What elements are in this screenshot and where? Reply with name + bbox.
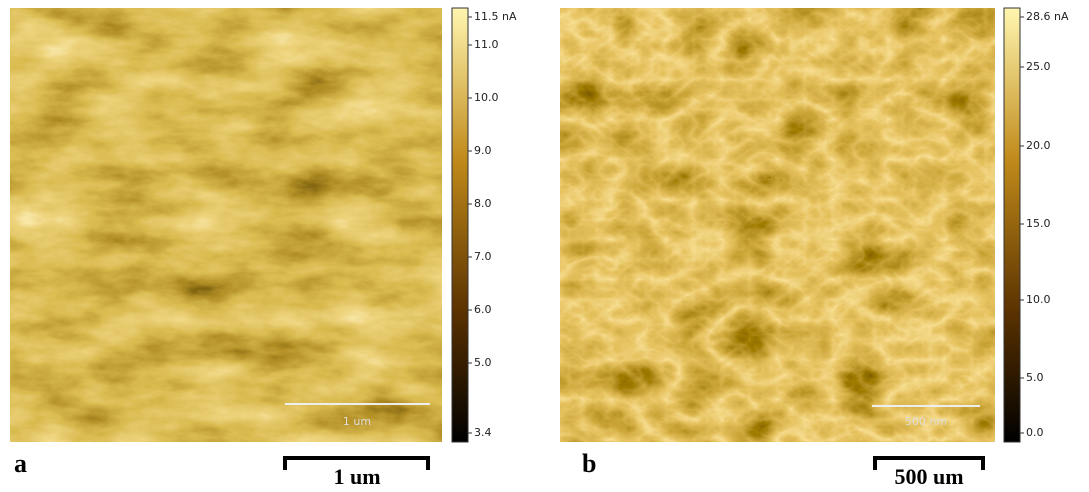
colorbar-tick-label: 15.0 xyxy=(1026,217,1051,230)
panel-label: a xyxy=(14,449,27,478)
colorbar-tick-label: 25.0 xyxy=(1026,60,1051,73)
colorbar-tick-label: 10.0 xyxy=(1026,293,1051,306)
colorbar-tick-label: 3.4 xyxy=(474,426,492,439)
colorbar-tick-label: 5.0 xyxy=(474,356,492,369)
colorbar-tick-label: 8.0 xyxy=(474,197,492,210)
panel-label: b xyxy=(582,449,596,478)
colorbar-tick-label: 0.0 xyxy=(1026,426,1044,439)
image-scale-label: 500 nm xyxy=(905,415,947,428)
colorbar-tick-label: 11.0 xyxy=(474,38,499,51)
colorbar-tick-label: 28.6 nA xyxy=(1026,10,1069,23)
scale-label: 1 um xyxy=(333,464,380,489)
scale-label: 500 um xyxy=(894,464,963,489)
afm-image xyxy=(10,8,442,442)
image-scale-label: 1 um xyxy=(343,415,371,428)
colorbar-tick-label: 5.0 xyxy=(1026,371,1044,384)
colorbar-tick-label: 9.0 xyxy=(474,144,492,157)
colorbar xyxy=(1004,8,1020,442)
afm-image xyxy=(560,8,995,442)
figure: 1 um 500 nm a b 1 um 500 um 11.5 nA 11.0 1… xyxy=(0,0,1089,492)
colorbar xyxy=(452,8,468,442)
colorbar-tick-label: 11.5 nA xyxy=(474,10,517,23)
colorbar-tick-label: 7.0 xyxy=(474,250,492,263)
colorbar-tick-label: 20.0 xyxy=(1026,139,1051,152)
colorbar-tick-label: 10.0 xyxy=(474,91,499,104)
colorbar-tick-label: 6.0 xyxy=(474,303,492,316)
